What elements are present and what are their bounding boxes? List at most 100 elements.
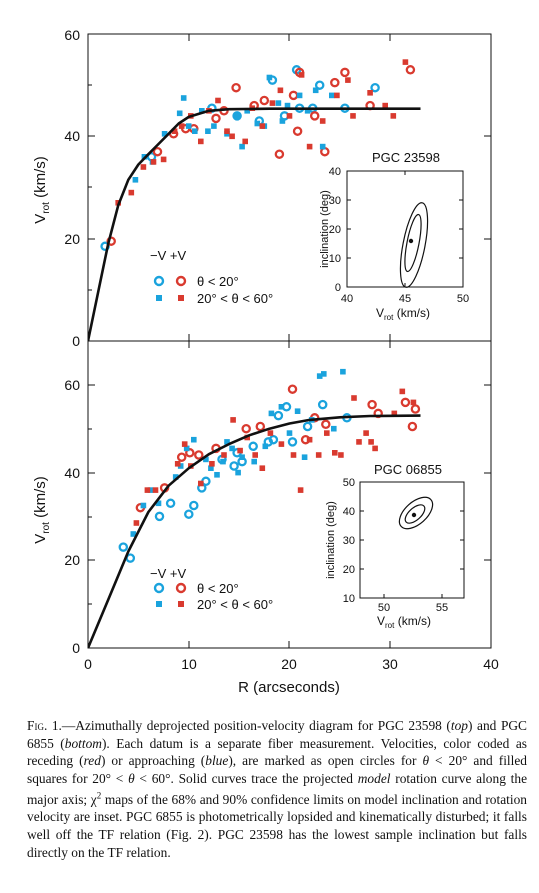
blue-circle-point	[317, 399, 328, 410]
red-square-point	[382, 102, 388, 109]
blue-square-point	[192, 128, 198, 134]
red-square-point	[140, 164, 147, 170]
inset-x-tick: 50	[378, 602, 390, 614]
red-circle-point	[241, 423, 251, 434]
blue-circle-point	[302, 421, 313, 432]
inset-x-label: Vrot (km/s)	[377, 614, 431, 630]
red-square-point	[215, 97, 221, 104]
inset-x-tick: 45	[399, 293, 411, 305]
blue-circle-point	[268, 434, 279, 445]
blue-square-point	[172, 474, 179, 480]
inset-y-tick: 40	[329, 166, 341, 178]
red-square-point	[278, 441, 285, 447]
inset-x-label: Vrot (km/s)	[376, 306, 430, 322]
inset-y-tick: 40	[343, 506, 355, 518]
blue-square-point	[279, 118, 286, 124]
blue-square-point	[191, 436, 197, 443]
red-square-point	[356, 439, 362, 445]
panel-bottom: 0 20 40 60 0 10 20 30 40 R (arcseconds) …	[32, 340, 499, 696]
y-tick-label: 20	[64, 552, 80, 568]
red-square-point	[252, 452, 258, 458]
blue-square-point	[214, 472, 220, 478]
red-square-point	[128, 189, 135, 196]
red-square-point	[259, 465, 266, 471]
caption-text: —Azimuthally deprojected position-veloci…	[27, 718, 528, 860]
blue-square-point	[321, 371, 327, 377]
model-rotation-curve	[88, 414, 421, 648]
blue-square-point	[262, 443, 269, 450]
blue-square-point	[132, 177, 139, 183]
red-square-point	[319, 118, 326, 124]
red-square-point	[224, 128, 230, 134]
red-square-point	[410, 399, 417, 406]
red-square-point	[390, 113, 397, 119]
blue-circle-point	[154, 511, 165, 522]
legend-marker-red-square	[178, 601, 184, 607]
blue-square-point	[161, 131, 168, 137]
inset-y-tick: 10	[343, 593, 355, 605]
red-square-point	[269, 100, 276, 106]
red-circle-point	[405, 65, 416, 75]
red-square-point	[367, 90, 373, 96]
y-axis-label: Vrot (km/s)	[32, 156, 52, 224]
blue-circle-point	[273, 410, 284, 421]
blue-square-point	[130, 531, 137, 537]
blue-square-point	[208, 465, 214, 471]
inset-chi2-map: PGC 23598 0 10 20 30 40 40 45 50 inclina…	[304, 150, 480, 322]
inset-best-fit-point	[411, 512, 417, 518]
x-tick-label: 0	[84, 656, 92, 672]
legend-marker-red-circle	[175, 275, 187, 287]
red-square-point	[242, 138, 248, 145]
blue-square-point	[316, 373, 323, 379]
red-square-point	[259, 123, 266, 129]
legend-marker-blue-circle	[153, 582, 165, 594]
red-square-point	[332, 450, 338, 456]
red-square-point	[334, 92, 340, 99]
red-square-point	[324, 430, 330, 436]
red-circle-point	[152, 146, 163, 157]
red-square-point	[306, 436, 313, 443]
blue-square-point	[294, 408, 301, 414]
inset-best-fit-point	[408, 238, 414, 244]
red-square-point	[267, 430, 274, 436]
blue-square-point	[331, 425, 337, 432]
blue-circle-point	[189, 500, 199, 511]
legend-marker-blue-square	[156, 295, 162, 301]
blue-circle-point	[229, 461, 239, 471]
y-tick-label: 60	[64, 27, 80, 43]
y-tick-label: 60	[64, 377, 80, 393]
red-square-point	[209, 461, 215, 467]
inset-contour-90	[399, 202, 429, 288]
blue-circle-point	[118, 542, 129, 552]
blue-square-point	[147, 487, 154, 493]
red-square-point	[198, 480, 204, 487]
blue-square-point	[286, 430, 293, 436]
blue-square-point	[224, 439, 230, 445]
inset-y-tick: 10	[329, 253, 341, 265]
red-circle-point	[274, 149, 285, 159]
blue-square-point	[239, 143, 245, 150]
blue-square-point	[229, 445, 235, 452]
red-square-point	[181, 441, 188, 447]
x-tick-label: 10	[181, 656, 197, 672]
red-square-point	[171, 128, 178, 134]
blue-square-point	[199, 108, 205, 114]
x-axis-label: R (arcseconds)	[238, 679, 340, 696]
blue-square-point	[140, 502, 147, 509]
blue-square-point	[296, 92, 303, 99]
inset-contour-68	[404, 504, 426, 524]
blue-square-point	[155, 500, 162, 507]
inset-x-tick: 50	[457, 293, 469, 305]
blue-square-point	[180, 95, 187, 101]
inset-y-tick: 20	[343, 564, 355, 576]
blue-circle-point	[165, 498, 176, 509]
legend-label: 20° < θ < 60°	[197, 291, 273, 306]
figure-caption: Fig. 1.—Azimuthally deprojected position…	[27, 717, 527, 861]
y-tick-label: 40	[64, 465, 80, 481]
figure: 0 20 40 60 Vrot (km/s) −V +V θ < 20° 20°…	[32, 27, 499, 696]
blue-square-point	[340, 368, 346, 375]
red-square-point	[315, 452, 322, 458]
blue-square-point	[203, 456, 209, 463]
blue-circle-point	[232, 111, 242, 121]
red-circle-point	[309, 111, 320, 121]
